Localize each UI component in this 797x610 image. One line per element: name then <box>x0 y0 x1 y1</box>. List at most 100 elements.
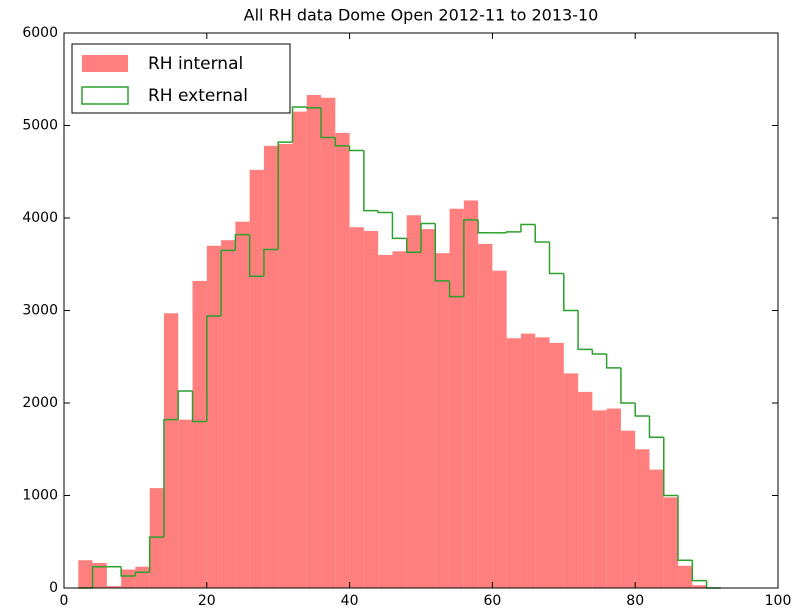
hist-bar <box>292 111 307 588</box>
x-tick-label: 100 <box>765 593 792 609</box>
hist-step <box>277 141 293 250</box>
y-tick-label: 3000 <box>22 303 58 319</box>
hist-bar <box>321 97 336 588</box>
legend-label: RH internal <box>148 54 243 74</box>
hist-step <box>234 233 250 251</box>
hist-bar <box>549 342 564 588</box>
hist-step <box>648 415 664 438</box>
hist-step <box>177 390 193 420</box>
hist-step <box>206 315 222 422</box>
hist-bar <box>606 408 621 588</box>
hist-step <box>463 219 479 297</box>
hist-bar <box>92 563 107 588</box>
hist-bar <box>121 569 136 588</box>
x-tick-label: 0 <box>60 593 69 609</box>
hist-bar <box>249 169 264 588</box>
legend-label: RH external <box>148 86 248 106</box>
hist-bar <box>135 566 150 588</box>
hist-step <box>163 418 179 538</box>
hist-step <box>191 390 207 423</box>
hist-step <box>677 495 693 561</box>
hist-step <box>120 566 136 577</box>
hist-step <box>391 212 407 240</box>
legend-swatch <box>81 86 129 105</box>
hist-bar <box>678 565 693 588</box>
hist-bar <box>592 410 607 588</box>
hist-step <box>91 565 107 588</box>
hist-bar <box>78 560 93 588</box>
hist-bar <box>349 227 364 588</box>
hist-step <box>363 150 379 212</box>
hist-step <box>691 560 707 582</box>
hist-step <box>605 353 621 369</box>
hist-bar <box>221 240 236 588</box>
hist-bar <box>378 255 393 588</box>
hist-step <box>477 219 493 234</box>
y-tick-label: 2000 <box>22 395 58 411</box>
hist-bar <box>649 469 664 588</box>
hist-bar <box>663 497 679 588</box>
hist-bar <box>178 419 193 588</box>
x-tick-label: 40 <box>341 593 359 609</box>
hist-bar <box>635 449 650 588</box>
hist-step <box>248 234 264 278</box>
hist-bar <box>492 270 507 588</box>
hist-bar <box>163 313 179 588</box>
hist-bar <box>620 430 636 588</box>
hist-step <box>405 238 421 253</box>
hist-bar <box>149 488 164 588</box>
hist-bar <box>263 145 279 588</box>
x-tick-label: 20 <box>198 593 216 609</box>
hist-bar <box>535 337 550 588</box>
hist-bar <box>306 94 322 588</box>
y-tick-label: 0 <box>49 580 58 596</box>
hist-step <box>577 310 593 351</box>
hist-bar <box>478 243 493 588</box>
hist-step <box>634 403 650 417</box>
hist-bar <box>363 230 379 588</box>
x-tick-label: 60 <box>483 593 501 609</box>
hist-bar <box>235 221 250 588</box>
hist-bar <box>392 251 407 589</box>
hist-bar <box>335 132 350 588</box>
hist-bar <box>563 373 579 588</box>
hist-step <box>534 224 550 243</box>
hist-bar <box>435 253 450 588</box>
hist-bar <box>692 585 707 588</box>
hist-step <box>348 145 364 152</box>
hist-bar <box>406 215 421 588</box>
hist-step <box>334 137 350 147</box>
hist-step <box>148 536 164 573</box>
hist-bar <box>206 245 222 588</box>
hist-step <box>505 231 521 233</box>
hist-bar <box>506 338 521 588</box>
hist-step <box>434 223 450 282</box>
hist-bar <box>278 144 293 588</box>
hist-step <box>448 280 464 298</box>
hist-step <box>520 223 536 232</box>
hist-step <box>420 222 436 253</box>
hist-step <box>377 210 393 214</box>
hist-step <box>220 249 236 317</box>
hist-step <box>591 349 607 355</box>
hist-step <box>306 107 322 109</box>
hist-bar <box>106 586 122 588</box>
hist-bar <box>463 200 479 589</box>
y-tick-label: 1000 <box>22 488 58 504</box>
y-tick-label: 4000 <box>22 210 58 226</box>
hist-step <box>548 242 564 275</box>
hist-step <box>134 571 150 576</box>
y-tick-label: 5000 <box>22 118 58 134</box>
hist-step <box>563 273 579 312</box>
legend-swatch <box>82 55 128 72</box>
x-tick-label: 80 <box>626 593 644 609</box>
hist-step <box>320 107 336 139</box>
hist-bar <box>421 229 436 588</box>
hist-bar <box>578 391 593 588</box>
hist-step <box>620 367 636 404</box>
chart-title: All RH data Dome Open 2012-11 to 2013-10 <box>244 6 599 25</box>
hist-step <box>705 580 721 589</box>
hist-bar <box>520 333 536 588</box>
hist-step <box>291 106 307 143</box>
